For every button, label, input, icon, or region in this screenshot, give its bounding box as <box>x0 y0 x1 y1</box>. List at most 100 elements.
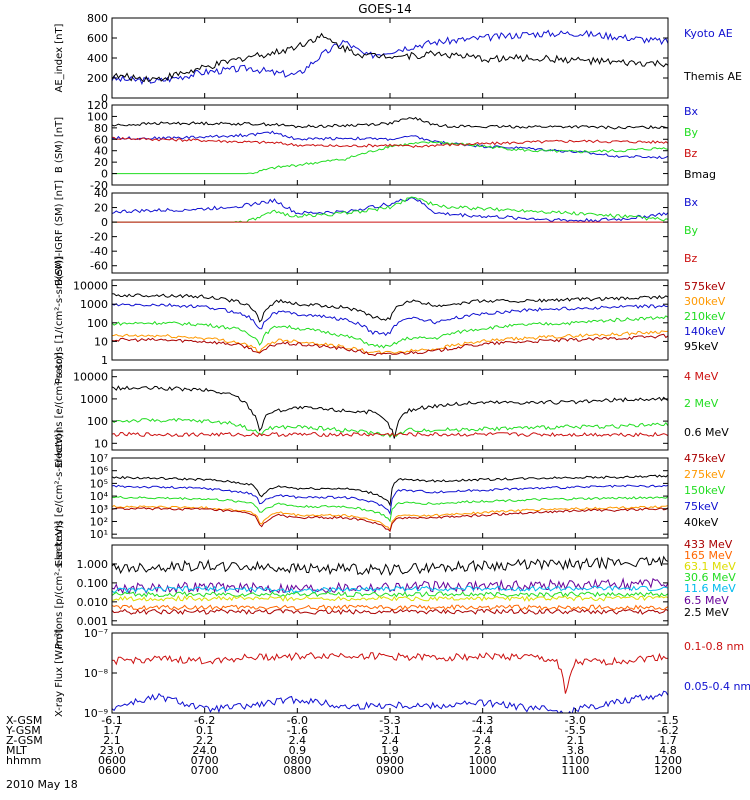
y-tick-label: 10² <box>90 515 108 528</box>
panel-1: 800 600 400 200 0 AE_index [nT] Kyoto AE Themis… <box>54 12 742 105</box>
legend-entry: 2 MeV <box>684 397 719 410</box>
axis-row-value: 2.1 <box>567 734 585 747</box>
series-line-4-mev <box>112 431 668 438</box>
legend-entry: Bmag <box>684 168 716 181</box>
series-line-165-mev <box>112 604 668 611</box>
panel-8: 10⁻⁷ 10⁻⁸ 10⁻⁹ X-ray Flux [W/m²] 0.1-0.8 nm 0… <box>54 627 750 720</box>
series-line-300kev <box>112 330 668 355</box>
legend-entry: 140keV <box>684 325 726 338</box>
legend-entry: Kyoto AE <box>684 27 733 40</box>
x-tick-label: 0800 <box>283 764 311 777</box>
series-line-2-5-mev <box>112 555 668 576</box>
y-tick-label: 10¹ <box>90 528 108 541</box>
legend-entry: 0.05-0.4 nm <box>684 680 750 693</box>
legend-entry: By <box>684 224 699 237</box>
series-line-bx <box>112 197 668 223</box>
y-axis-label: Electrons [e/(cm²-s-sr-keV)] <box>54 429 65 566</box>
series-line-bmag <box>112 116 668 130</box>
axis-row-value: 4.8 <box>659 744 677 757</box>
y-tick-label: 0 <box>101 216 108 229</box>
x-tick-label: 0600 <box>98 764 126 777</box>
axis-row-value: 1.7 <box>103 724 121 737</box>
series-line-150kev <box>112 495 668 523</box>
axis-row-value: 23.0 <box>100 744 125 757</box>
y-tick-label: -20 <box>90 231 108 244</box>
series-line-40kev <box>112 474 668 507</box>
series-line-kyoto-ae <box>112 29 668 86</box>
y-tick-label: -40 <box>90 245 108 258</box>
y-axis-label: Electrons [e/(cm²-s-sr)] <box>54 352 65 468</box>
plot-frame <box>111 17 669 99</box>
y-tick-label: 100 <box>87 415 108 428</box>
axis-row-value: 0.1 <box>196 724 214 737</box>
plot-frame <box>111 457 669 539</box>
x-axis-table: X-GSM -6.1 -6.2 -6.0 -5.3 -4.3 -3.0 -1.5 Y-GSM 1.… <box>5 714 682 777</box>
y-tick-label: 1000 <box>80 393 108 406</box>
x-tick-label: 0700 <box>191 764 219 777</box>
legend-entry: 95keV <box>684 340 719 353</box>
axis-row-value: 2.4 <box>289 734 307 747</box>
axis-row-value: 1.9 <box>381 744 399 757</box>
y-tick-label: 0.010 <box>77 596 109 609</box>
axis-row-value: -6.2 <box>657 724 678 737</box>
axis-row-value: -1.6 <box>287 724 308 737</box>
y-tick-label: 0 <box>101 168 108 181</box>
legend-entry: 475keV <box>684 452 726 465</box>
axis-row-value: 2.4 <box>381 734 399 747</box>
y-tick-label: 10⁷ <box>90 452 108 465</box>
y-tick-label: 10000 <box>73 280 108 293</box>
axis-row-value: 0900 <box>376 754 404 767</box>
y-tick-label: 20 <box>94 202 108 215</box>
series-line-210kev <box>112 315 668 349</box>
y-tick-label: 80 <box>94 122 108 135</box>
x-tick-label: 1200 <box>654 764 682 777</box>
axis-row-value: 2.8 <box>474 744 492 757</box>
axis-row-label: Z-GSM <box>6 734 43 747</box>
y-tick-label: 40 <box>94 187 108 200</box>
x-tick-label: 1000 <box>469 764 497 777</box>
y-tick-label: 100 <box>87 317 108 330</box>
axis-row-value: -6.2 <box>194 714 215 727</box>
y-axis-label: AE_index [nT] <box>54 23 65 92</box>
y-tick-label: -60 <box>90 260 108 273</box>
y-tick-label: 10⁵ <box>90 477 108 490</box>
legend-entry: 0.6 MeV <box>684 426 729 439</box>
legend-entry: 210keV <box>684 310 726 323</box>
axis-row-value: 2.2 <box>196 734 214 747</box>
legend-entry: Themis AE <box>683 70 742 83</box>
axis-row-value: -3.1 <box>379 724 400 737</box>
axis-row-value: -6.1 <box>101 714 122 727</box>
series-line-6-5-mev <box>112 577 668 595</box>
y-tick-label: 120 <box>87 99 108 112</box>
y-tick-label: 200 <box>87 72 108 85</box>
y-axis-label: B(SM)-IGRF (SM) [nT] <box>54 180 65 286</box>
y-tick-label: 10 <box>94 437 108 450</box>
series-line-575kev <box>112 333 668 357</box>
axis-row-value: 1100 <box>561 754 589 767</box>
y-tick-label: 60 <box>94 133 108 146</box>
series-line-475kev <box>112 507 668 533</box>
plot-frame <box>111 279 669 361</box>
panel-5: 10000 1000 100 10 Electrons [e/(cm²-s-sr)] 4 … <box>54 352 729 468</box>
axis-row-value: -6.0 <box>287 714 308 727</box>
y-tick-label: 100 <box>87 110 108 123</box>
legend-entry: 4 MeV <box>684 370 719 383</box>
y-tick-label: 40 <box>94 145 108 158</box>
y-tick-label: 600 <box>87 32 108 45</box>
axis-row-value: 2.4 <box>474 734 492 747</box>
legend-entry: 150keV <box>684 484 726 497</box>
legend-entry: Bz <box>684 252 698 265</box>
series-line-bx <box>112 130 668 160</box>
date-label: 2010 May 18 <box>6 778 78 791</box>
y-tick-label: 800 <box>87 12 108 25</box>
panel-4: 10000 1000 100 10 1 Protons [1/(cm²-s-sr-keV)… <box>54 256 726 384</box>
legend-entry: 165 MeV <box>684 549 733 562</box>
legend-entry: 300keV <box>684 295 726 308</box>
legend-entry: 11.6 MeV <box>684 582 736 595</box>
axis-row-label: hhmm <box>6 754 41 767</box>
y-tick-label: 10⁴ <box>90 490 109 503</box>
axis-row-value: 24.0 <box>192 744 217 757</box>
legend-entry: Bz <box>684 147 698 160</box>
series-line-433-mev <box>112 608 668 616</box>
